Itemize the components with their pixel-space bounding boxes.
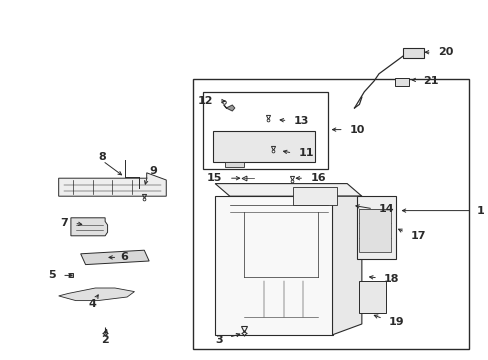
Text: 16: 16 bbox=[310, 173, 325, 183]
Polygon shape bbox=[224, 105, 234, 111]
Text: 6: 6 bbox=[120, 252, 127, 262]
Bar bbox=[359, 281, 386, 313]
Text: 15: 15 bbox=[207, 173, 222, 183]
Text: 21: 21 bbox=[422, 76, 438, 86]
Text: 8: 8 bbox=[99, 152, 106, 162]
Text: 5: 5 bbox=[48, 270, 56, 280]
Text: 20: 20 bbox=[437, 47, 452, 57]
Text: 7: 7 bbox=[61, 218, 68, 228]
Bar bbox=[359, 209, 390, 252]
Text: 2: 2 bbox=[101, 335, 109, 345]
Text: 9: 9 bbox=[149, 166, 157, 176]
Text: 10: 10 bbox=[349, 125, 364, 135]
Text: 4: 4 bbox=[89, 299, 97, 309]
Bar bbox=[203, 92, 327, 169]
Polygon shape bbox=[71, 218, 107, 236]
Bar bbox=[403, 48, 423, 58]
Polygon shape bbox=[212, 131, 315, 162]
Polygon shape bbox=[81, 250, 149, 265]
Text: 19: 19 bbox=[388, 317, 404, 327]
Text: 14: 14 bbox=[378, 204, 394, 214]
Polygon shape bbox=[356, 196, 395, 259]
Text: 11: 11 bbox=[298, 148, 313, 158]
Polygon shape bbox=[59, 173, 166, 196]
Text: 12: 12 bbox=[197, 96, 212, 106]
Text: 18: 18 bbox=[383, 274, 399, 284]
Polygon shape bbox=[59, 288, 134, 301]
Text: 3: 3 bbox=[214, 335, 222, 345]
Text: 13: 13 bbox=[293, 116, 308, 126]
Text: 1: 1 bbox=[476, 206, 484, 216]
Polygon shape bbox=[215, 184, 361, 196]
Polygon shape bbox=[332, 196, 361, 335]
Text: 17: 17 bbox=[410, 231, 426, 241]
Bar bbox=[193, 79, 468, 349]
Bar bbox=[293, 187, 337, 205]
Polygon shape bbox=[215, 196, 332, 335]
Bar bbox=[394, 78, 408, 86]
Polygon shape bbox=[224, 162, 244, 167]
